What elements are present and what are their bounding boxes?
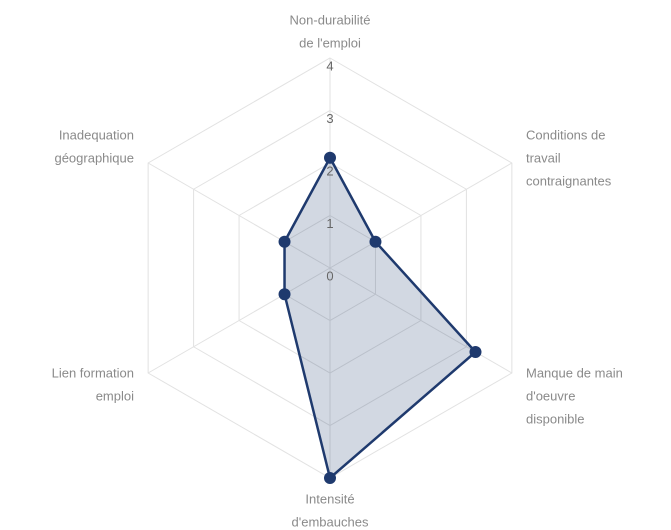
radar-point [278,288,291,301]
grid-ring [193,109,467,427]
category-label: Non-durabilité [290,12,371,27]
radar-point [278,235,291,248]
radar-point [324,151,336,164]
category-label: Conditions de [526,127,606,142]
category-label: Manque de main [526,365,623,380]
radar-area [283,155,478,481]
category-label: Inadequation [59,127,134,142]
radar-point [324,472,336,484]
category-label: disponible [526,411,585,426]
category-label: Lien formation [52,365,134,380]
r-tick-label: 0 [326,268,333,283]
r-tick-label: 1 [326,216,333,231]
category-label: travail [526,150,561,165]
category-label: d'oeuvre [526,388,575,403]
r-tick-label: 4 [326,58,333,73]
category-label: emploi [96,388,134,403]
r-tick-label: 3 [326,111,333,126]
grid-ring [238,162,422,374]
category-label: Intensité [305,491,354,506]
category-label: contraignantes [526,173,612,188]
r-tick-label: 2 [326,163,333,178]
category-label: de l'emploi [299,35,361,50]
category-label: d'embauches [292,514,369,529]
radar-point [469,346,482,358]
radar-point [369,235,382,248]
category-label: géographique [54,150,134,165]
